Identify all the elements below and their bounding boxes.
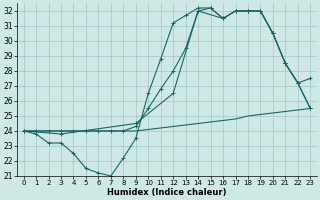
X-axis label: Humidex (Indice chaleur): Humidex (Indice chaleur) <box>107 188 227 197</box>
